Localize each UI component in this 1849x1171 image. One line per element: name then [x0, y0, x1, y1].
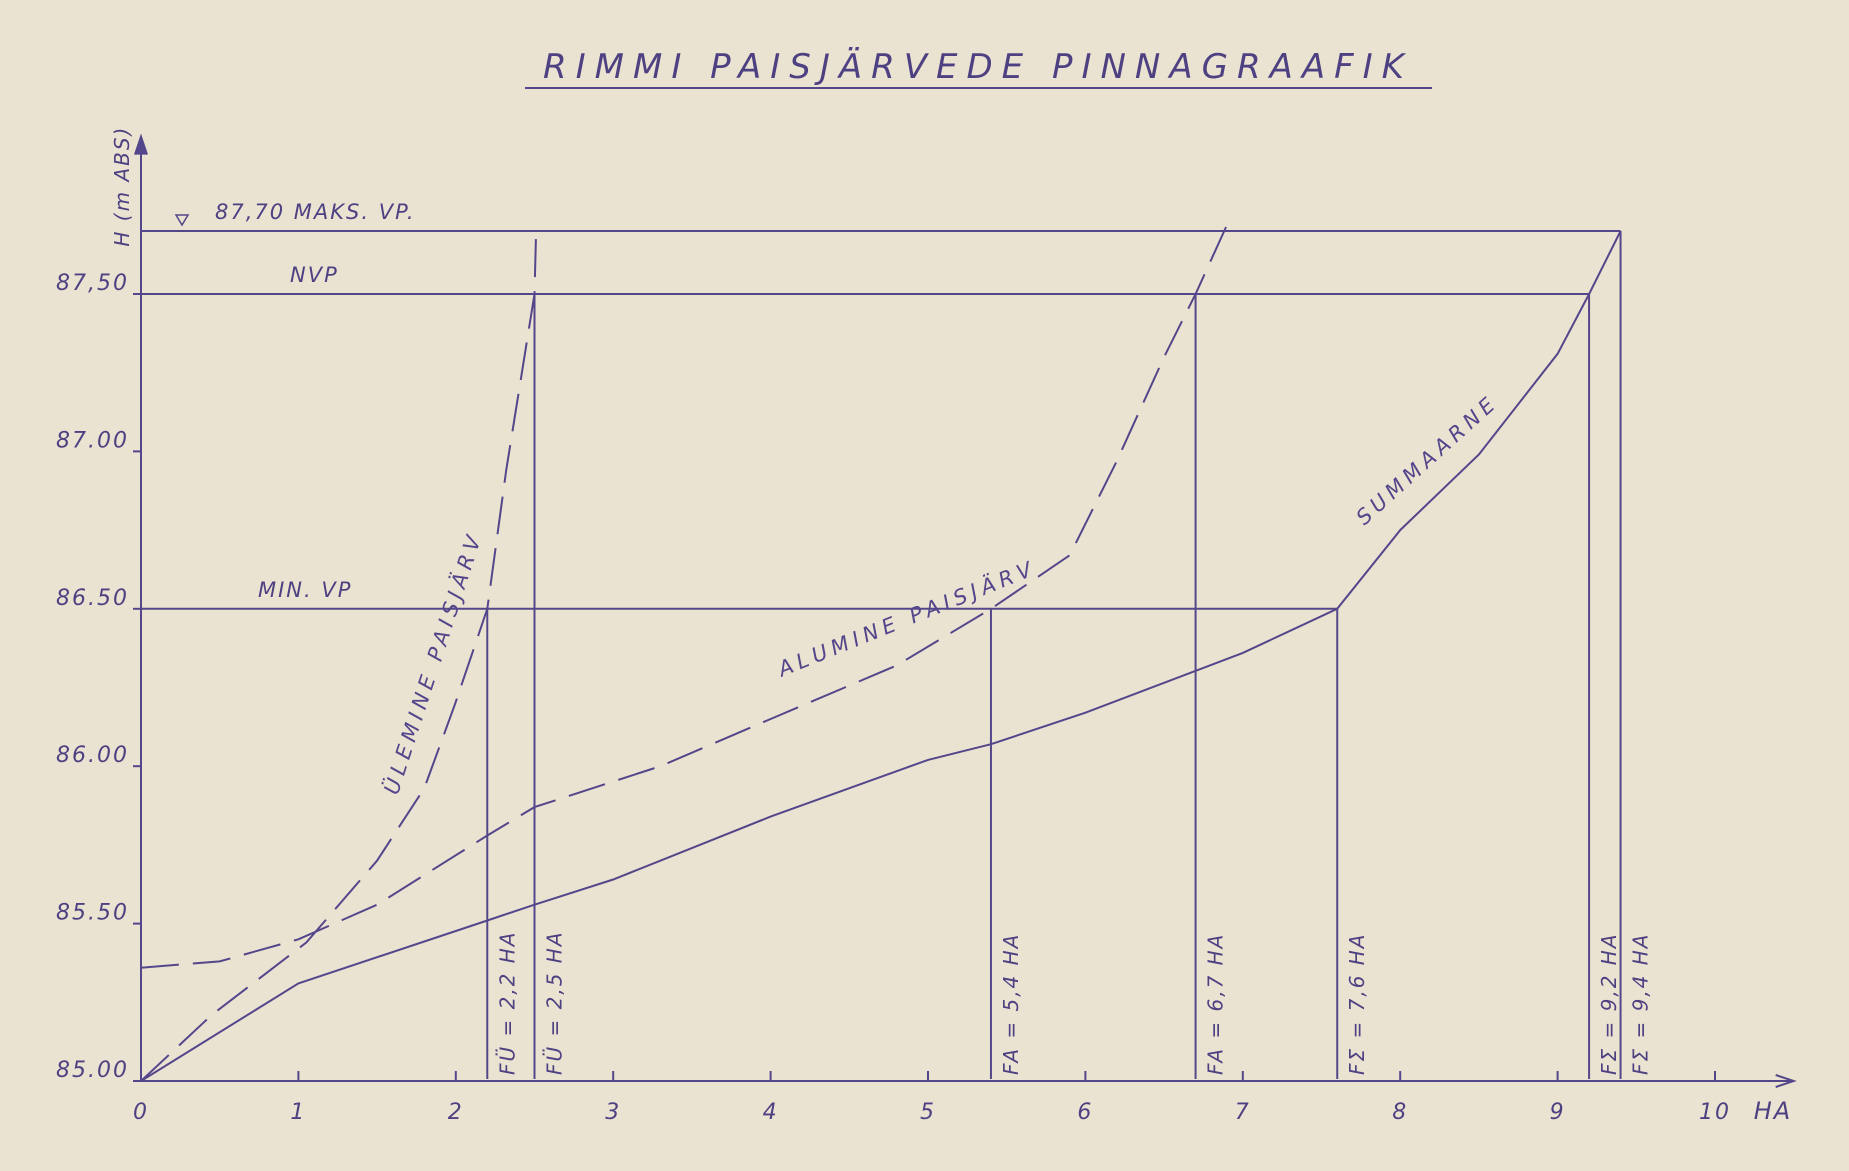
x-tick-label: 4 — [763, 1100, 779, 1125]
x-tick-label: 6 — [1077, 1100, 1093, 1125]
marker-label: FΣ = 7,6 HA — [1345, 933, 1369, 1076]
y-tick-label: 86.00 — [56, 743, 129, 768]
series-line — [140, 230, 1622, 1082]
marker-label: FÜ = 2,5 HA — [543, 931, 567, 1076]
x-tick-label: 8 — [1392, 1100, 1408, 1125]
x-tick-label: 3 — [605, 1100, 621, 1125]
marker-label: FA = 6,7 HA — [1204, 933, 1228, 1075]
y-tick-label: 85.00 — [56, 1058, 129, 1083]
x-tick-label: 9 — [1550, 1100, 1566, 1125]
level-label: NVP — [290, 263, 339, 287]
y-tick-label: 87.00 — [56, 428, 129, 453]
chart-title: RIMMI PAISJÄRVEDE PINNAGRAAFIK — [543, 47, 1413, 87]
y-tick-label: 85.50 — [56, 901, 129, 926]
series-line — [140, 224, 1229, 969]
x-tick-label: 10 — [1699, 1100, 1731, 1125]
x-tick-label: 0 — [133, 1100, 149, 1125]
marker-label: FA = 5,4 HA — [999, 933, 1023, 1075]
x-tick-label: 7 — [1235, 1100, 1251, 1125]
x-tick-label: 5 — [920, 1100, 936, 1125]
marker-label: FΣ = 9,2 HA — [1597, 933, 1621, 1076]
x-tick-label: 1 — [290, 1100, 306, 1125]
level-label: 87,70 MAKS. VP. — [215, 200, 416, 224]
x-tick-label: 2 — [448, 1100, 464, 1125]
y-tick-label: 87,50 — [56, 271, 129, 296]
x-axis-label: HA — [1754, 1097, 1792, 1125]
max-level-symbol — [174, 214, 190, 227]
y-axis-label: H (m ABS) — [110, 126, 134, 247]
marker-label: FΣ = 9,4 HA — [1629, 933, 1653, 1076]
series-line — [140, 230, 538, 1082]
marker-label: FÜ = 2,2 HA — [495, 931, 519, 1076]
level-label: MIN. VP — [258, 578, 352, 602]
y-axis-arrow — [134, 133, 148, 155]
y-tick-label: 86.50 — [56, 586, 129, 611]
x-axis-arrow — [1775, 1074, 1797, 1088]
